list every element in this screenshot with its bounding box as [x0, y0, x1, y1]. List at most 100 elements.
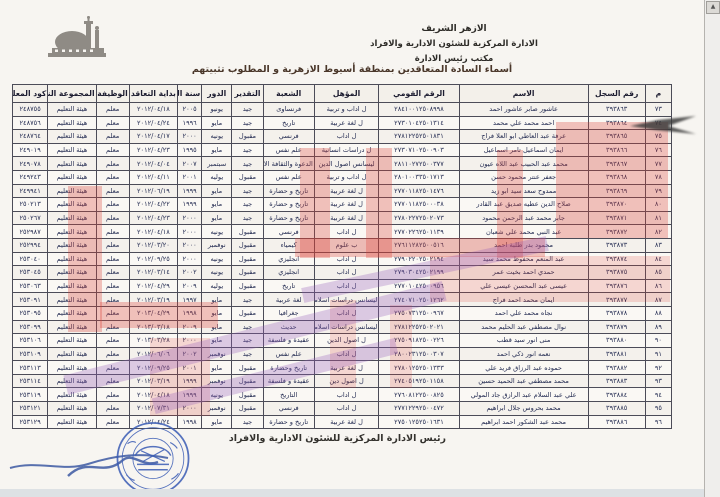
- table-cell: جعفر عنتر محمود حسن: [458, 169, 589, 185]
- org-name-line1: الازهر الشريف: [421, 24, 487, 34]
- table-cell: جيد: [231, 414, 264, 430]
- table-cell: تاريخ: [262, 278, 315, 294]
- table-cell: ٢٥٣١٢١: [11, 401, 49, 416]
- table-cell: ٢٠١٢/٠٤/١٧: [128, 129, 179, 144]
- table-cell: نوال مصطفي عبد الحليم محمد: [458, 319, 589, 335]
- table-cell: ٨٩: [644, 319, 673, 335]
- table-cell: يونيه: [201, 265, 233, 280]
- table-cell: ٨٦: [644, 278, 673, 294]
- table-cell: معلم: [95, 401, 130, 416]
- table-cell: ٢٥٣١١٣: [11, 360, 49, 375]
- table-cell: ٣٩٣٨٨٥: [587, 401, 646, 416]
- table-cell: مايو: [201, 210, 233, 226]
- table-cell: مايو: [201, 333, 233, 348]
- table-cell: عاشور صابر عاشور احمد: [458, 102, 589, 117]
- table-row: ٩٢ ٣٩٣٨٨٢ حموده عبد الرزاق فريد علي ٢٧٨٠١٢٥…: [11, 360, 673, 375]
- column-header: المؤهل: [313, 84, 380, 103]
- table-cell: ٢٥٣١٠٩: [11, 346, 49, 362]
- table-cell: معلم: [95, 142, 130, 158]
- table-cell: ٢٠١٢/٠٩/٢٥: [128, 360, 179, 375]
- table-cell: ٢٠٠٩: [177, 319, 203, 335]
- column-header: الرقم القومي: [378, 84, 460, 103]
- table-cell: معلم: [95, 346, 130, 362]
- table-row: ٩٤ ٣٩٣٨٨٤ علي عبد السلام عبد الرازق جاد ال…: [11, 387, 673, 403]
- table-cell: ل لغة عربية: [313, 414, 380, 430]
- table-cell: هيئة التعليم: [47, 251, 97, 267]
- table-row: ٧٣ ٣٩٣٨٦٣ عاشور صابر عاشور احمد ٢٨٤١٠٠١٢٥٠٨…: [11, 102, 673, 117]
- table-cell: ٢٨٠٠٢٣١٢٥٠٠٣٠٧: [378, 346, 460, 362]
- table-row: ٧٦ ٣٩٣٨٦٦ ايمان اسماعيل تامر اسماعيل ٢٧٣٠٧١…: [11, 142, 673, 158]
- column-header: سنة التخرج: [177, 84, 203, 103]
- table-cell: هيئة التعليم: [47, 156, 97, 171]
- column-header: كود المعلم: [11, 84, 49, 103]
- table-cell: جيد: [231, 142, 264, 158]
- table-cell: معلم: [95, 333, 130, 348]
- table-cell: ٢٧٥٠٧٣١٢٥٠٠٩٦٧: [378, 305, 460, 321]
- table-cell: معلم: [95, 129, 130, 144]
- scroll-up-button[interactable]: ▲: [706, 1, 720, 14]
- table-cell: فرنساوى: [262, 102, 315, 117]
- table-cell: هيئة التعليم: [47, 197, 97, 212]
- table-cell: مقبول: [231, 251, 264, 267]
- table-cell: ل اداب و تربية: [313, 102, 380, 117]
- table-cell: ٢٧٧٠١١٨٢٥٠٠٠٣٨: [378, 197, 460, 212]
- table-cell: ممدوح سعد سيد ابو زيد: [458, 183, 589, 199]
- table-cell: ل لغة عربية: [313, 115, 380, 131]
- table-cell: ٢٤٨٧٦٤: [11, 129, 49, 144]
- table-cell: عقيدة و فلسفة: [262, 373, 315, 389]
- table-cell: ٢٤٩٠٧٨: [11, 156, 49, 171]
- table-cell: جغرافيا: [262, 305, 315, 321]
- table-row: ٨٧ ٣٩٣٨٧٧ ايمان محمد احمد فراج ٢٧٤٠٧١٠٢٥٠١٢…: [11, 292, 673, 307]
- table-cell: جيد: [231, 156, 264, 171]
- table-cell: هيئة التعليم: [47, 183, 97, 199]
- document-title: أسماء السادة المتعاقدين بمنطقة أسيوط الا…: [191, 64, 513, 75]
- table-cell: ٢٧٨١٢٢٥٢٥٠١٨٣١: [378, 129, 460, 144]
- table-cell: جيد: [231, 210, 264, 226]
- table-cell: ١٩٩٩: [177, 197, 203, 212]
- table-cell: مايو: [201, 197, 233, 212]
- table-cell: هيئة التعليم: [47, 414, 97, 430]
- table-row: ٨٩ ٣٩٣٨٧٩ نوال مصطفي عبد الحليم محمد ٢٧٨١٢٢…: [11, 319, 673, 335]
- table-cell: ٢٧٧٠١١٨٢٥٠١٤٧٦: [378, 183, 460, 199]
- table-row: ٨٤ ٣٩٣٨٧٤ عبد المنعم محفوظ محمد سيد ٢٧٩٠٢٢٠…: [11, 251, 673, 267]
- table-cell: ايمان اسماعيل تامر اسماعيل: [458, 142, 589, 158]
- table-cell: هيئة التعليم: [47, 305, 97, 321]
- table-cell: ٢٥٣١٢٩: [11, 414, 49, 430]
- table-cell: نجاه محمد علي احمد: [458, 305, 589, 321]
- vertical-scrollbar[interactable]: ▲: [704, 0, 720, 497]
- table-cell: ٣٩٣٨٧٦: [587, 278, 646, 294]
- table-cell: ل لغة عربية: [313, 197, 380, 212]
- table-cell: ٣٩٣٨٦٨: [587, 169, 646, 185]
- table-cell: معلم: [95, 265, 130, 280]
- table-cell: ٢٧٥٠٩١٨٢٥٠٠٢٢٦: [378, 333, 460, 348]
- table-cell: ٢٥٣٠٤٥: [11, 265, 49, 280]
- table-cell: ٢٥٠٢١٣: [11, 197, 49, 212]
- table-cell: ٢٠٠٥: [177, 102, 203, 117]
- table-cell: ٨٣: [644, 237, 673, 253]
- table-cell: مقبول: [231, 401, 264, 416]
- signatory-title: رئيس الادارة المركزية للشئون الادارية وا…: [228, 433, 446, 444]
- table-cell: ١٩٩٧: [177, 292, 203, 307]
- table-cell: تاريخ وحضارة: [262, 360, 315, 375]
- table-cell: ٢٠٠٠: [177, 333, 203, 348]
- table-cell: مقبول: [231, 278, 264, 294]
- table-cell: معلم: [95, 237, 130, 253]
- table-cell: ٢٥٣١٠٦: [11, 333, 49, 348]
- table-cell: محمد عبد الحبيب عبد اللاه عيون: [458, 156, 589, 171]
- table-cell: ٢٧٨١٢٢٥٢٥٠٢٠٢١: [378, 319, 460, 335]
- table-cell: ٢٠٠١: [177, 169, 203, 185]
- table-cell: مقبول: [231, 237, 264, 253]
- table-row: ٧٥ ٣٩٣٨٦٥ عرفة عبد العاطي ابو العلا فراج ٢٧…: [11, 129, 673, 144]
- table-cell: ٢٠٠٩: [177, 278, 203, 294]
- table-cell: ٢٨٠١٠٠٣٣٥٠١٧١٣: [378, 169, 460, 185]
- table-cell: هيئة التعليم: [47, 224, 97, 239]
- table-cell: هيئة التعليم: [47, 319, 97, 335]
- table-cell: ٢٥٣٠٩١: [11, 292, 49, 307]
- table-cell: معلم: [95, 224, 130, 239]
- column-header: الدور: [201, 84, 233, 103]
- table-cell: ٣٩٣٨٨٤: [587, 387, 646, 403]
- table-row: ٩٣ ٣٩٣٨٨٣ محمد مصطفي عبد الحميد حسين ٢٧٤٠٥١…: [11, 373, 673, 389]
- table-cell: مايو: [201, 142, 233, 158]
- table-cell: ٢٤٩٢٤٣: [11, 169, 49, 185]
